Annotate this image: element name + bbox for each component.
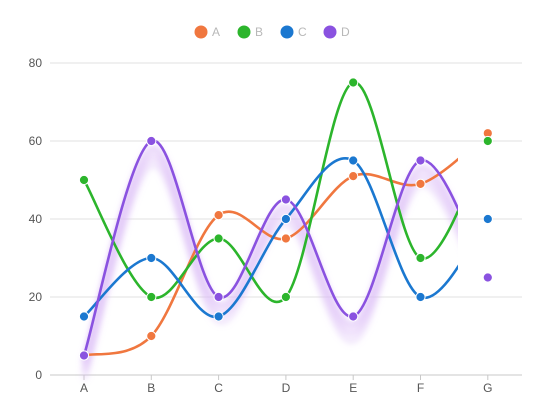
series-d-point[interactable]	[146, 135, 157, 147]
series-b-point[interactable]	[348, 77, 359, 88]
series-d-point[interactable]	[280, 194, 291, 205]
series-a-point[interactable]	[213, 210, 224, 221]
legend[interactable]: A B C D	[194, 25, 351, 39]
x-tick-label: A	[80, 381, 88, 395]
legend-marker	[194, 25, 208, 39]
series-d-point[interactable]	[415, 155, 426, 166]
series-c-point[interactable]	[146, 252, 157, 264]
series-d-glow-group	[80, 145, 458, 381]
x-tick-label: C	[214, 381, 223, 395]
legend-label: D	[341, 25, 350, 39]
x-tick-label: B	[147, 381, 155, 395]
x-tick-label: G	[483, 381, 492, 395]
legend-marker	[323, 25, 337, 39]
legend-label: A	[212, 25, 220, 39]
series-c-point[interactable]	[213, 311, 224, 322]
series-d-glow	[80, 145, 458, 365]
series-d-glow	[80, 153, 458, 373]
x-tick-label: F	[417, 381, 424, 395]
series-c-point[interactable]	[415, 291, 426, 303]
y-tick-label: 20	[29, 290, 43, 304]
legend-item-b[interactable]: B	[237, 25, 264, 39]
series-c-point[interactable]	[78, 311, 90, 322]
legend-item-d[interactable]: D	[323, 25, 351, 39]
series-b-point[interactable]	[146, 291, 157, 303]
series-glows	[80, 145, 458, 381]
x-tick-label: D	[282, 381, 291, 395]
legend-item-c[interactable]: C	[280, 25, 308, 39]
x-tick-label: E	[349, 381, 357, 395]
series-b-point[interactable]	[213, 233, 224, 244]
series-a-point[interactable]	[415, 178, 426, 189]
series-b-point[interactable]	[280, 291, 291, 303]
series-points	[78, 77, 493, 361]
series-a-point[interactable]	[146, 330, 157, 342]
legend-marker	[237, 25, 251, 39]
series-d-point[interactable]	[78, 350, 90, 361]
legend-marker	[280, 25, 294, 39]
x-axis-ticks: A B C D E F G	[80, 375, 492, 395]
series-d-point[interactable]	[348, 311, 359, 322]
y-axis-ticks: 0 20 40 60 80	[29, 56, 43, 382]
series-b-line	[82, 81, 458, 304]
series-d-point[interactable]	[482, 272, 493, 283]
y-tick-label: 60	[29, 134, 43, 148]
series-a-point[interactable]	[348, 171, 359, 182]
y-tick-label: 40	[29, 212, 43, 226]
series-b-point[interactable]	[482, 135, 493, 147]
series-b-point[interactable]	[78, 174, 90, 186]
series-c-point[interactable]	[348, 155, 359, 166]
series-c-point[interactable]	[482, 213, 493, 225]
series-b-point[interactable]	[415, 252, 426, 264]
series-d-point[interactable]	[213, 291, 224, 303]
series-c-point[interactable]	[280, 213, 291, 225]
legend-label: B	[255, 25, 263, 39]
legend-label: C	[298, 25, 307, 39]
y-tick-label: 80	[29, 56, 43, 70]
legend-item-a[interactable]: A	[194, 25, 221, 39]
y-tick-label: 0	[35, 368, 42, 382]
series-a-point[interactable]	[280, 233, 291, 244]
